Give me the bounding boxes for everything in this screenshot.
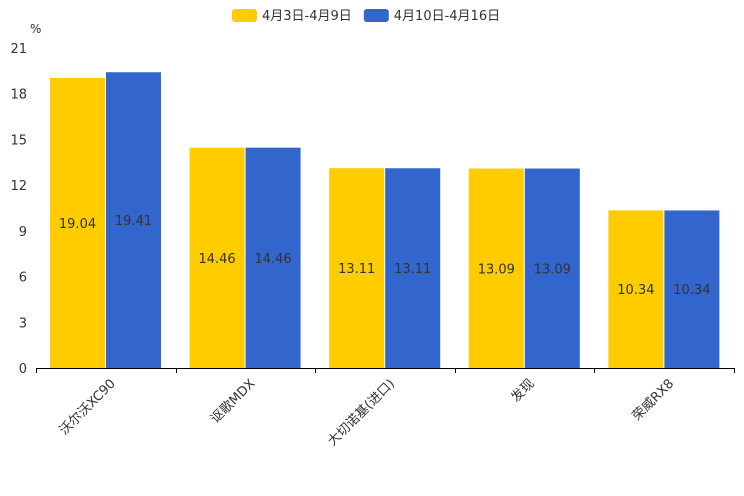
legend-swatch [363, 9, 389, 22]
data-label: 13.11 [394, 262, 431, 277]
y-tick-label: 0 [19, 362, 27, 377]
y-tick-label: 18 [10, 88, 27, 103]
y-tick-label: 9 [19, 225, 27, 240]
legend-label: 4月3日-4月9日 [262, 9, 352, 24]
data-label: 10.34 [617, 283, 654, 298]
data-label: 13.09 [478, 262, 515, 277]
data-label: 14.46 [198, 252, 235, 267]
y-axis-label: % [30, 22, 41, 36]
bar-2 [524, 168, 580, 368]
data-label: 13.11 [338, 262, 375, 277]
data-label: 13.09 [534, 262, 571, 277]
data-label: 14.46 [254, 252, 291, 267]
x-tick-label: 荣威RX8 [630, 376, 678, 424]
bar-2 [245, 147, 301, 368]
data-label: 10.34 [673, 283, 710, 298]
y-tick-label: 15 [10, 133, 27, 148]
x-tick-label: 发现 [508, 376, 538, 406]
bar-1 [50, 77, 105, 368]
legend-swatch [232, 9, 257, 22]
bar-1 [189, 147, 245, 368]
y-tick-label: 3 [19, 316, 27, 331]
bar-1 [468, 168, 524, 368]
legend-label: 4月10日-4月16日 [394, 9, 500, 24]
data-label: 19.04 [59, 217, 96, 232]
bar-1 [329, 168, 385, 368]
y-tick-label: 12 [10, 179, 27, 194]
bar-2 [385, 168, 441, 368]
bar-1 [608, 210, 664, 368]
x-tick-label: 大切诺基(进口) [325, 376, 398, 449]
data-label: 19.41 [115, 214, 152, 229]
bar-2 [106, 72, 161, 368]
y-tick-label: 6 [19, 271, 27, 286]
bar-2 [664, 210, 720, 368]
x-tick-label: 沃尔沃XC90 [57, 376, 119, 438]
y-tick-label: 21 [10, 42, 27, 57]
x-tick-label: 讴歌MDX [208, 376, 258, 426]
